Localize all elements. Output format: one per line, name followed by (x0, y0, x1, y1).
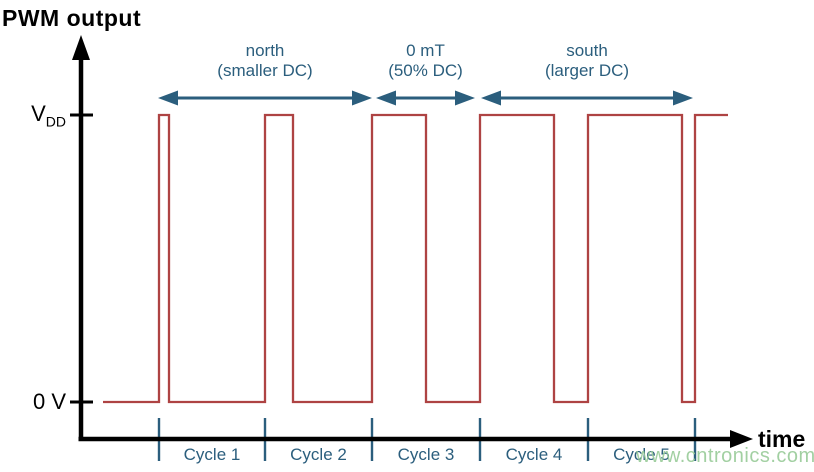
region-zero-mt-line2: (50% DC) (388, 61, 463, 80)
cycle-5-label: Cycle 5 (613, 445, 670, 464)
vdd-subscript-text: DD (45, 113, 66, 130)
cycle-4-label: Cycle 4 (505, 445, 563, 464)
region-arrowhead-left-0 (158, 90, 178, 106)
region-arrowhead-left-1 (376, 90, 396, 106)
region-arrowhead-right-0 (352, 90, 372, 106)
region-label-south: south (larger DC) (545, 41, 629, 81)
region-arrowhead-left-2 (481, 90, 501, 106)
y-axis-label-zero: 0 V (32, 389, 66, 414)
cycle-2-label: Cycle 2 (290, 445, 347, 464)
region-arrowhead-right-2 (673, 90, 693, 106)
region-north-line2: (smaller DC) (217, 61, 313, 80)
region-label-north: north (smaller DC) (217, 41, 312, 81)
region-label-zero-mt: 0 mT (50% DC) (388, 41, 463, 81)
x-axis-arrowhead (730, 430, 753, 448)
vdd-main-text: V (31, 101, 46, 126)
pwm-waveform (103, 113, 728, 404)
y-axis-label-vdd: VDD (0, 101, 66, 129)
x-axis-label-time: time (758, 426, 806, 452)
region-south-line1: south (566, 41, 608, 60)
region-north-line1: north (245, 41, 285, 60)
cycle-3-label: Cycle 3 (397, 445, 455, 464)
region-zero-mt-line1: 0 mT (406, 41, 445, 60)
watermark-text: www.cntronics.com (636, 445, 814, 467)
region-arrowhead-right-1 (455, 90, 475, 106)
chart-title: PWM output (2, 5, 142, 31)
cycle-1-label: Cycle 1 (183, 445, 241, 464)
region-south-line2: (larger DC) (544, 61, 630, 80)
y-axis-arrowhead (72, 35, 90, 60)
